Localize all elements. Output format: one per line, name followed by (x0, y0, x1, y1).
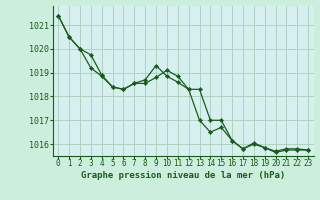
X-axis label: Graphe pression niveau de la mer (hPa): Graphe pression niveau de la mer (hPa) (81, 171, 285, 180)
